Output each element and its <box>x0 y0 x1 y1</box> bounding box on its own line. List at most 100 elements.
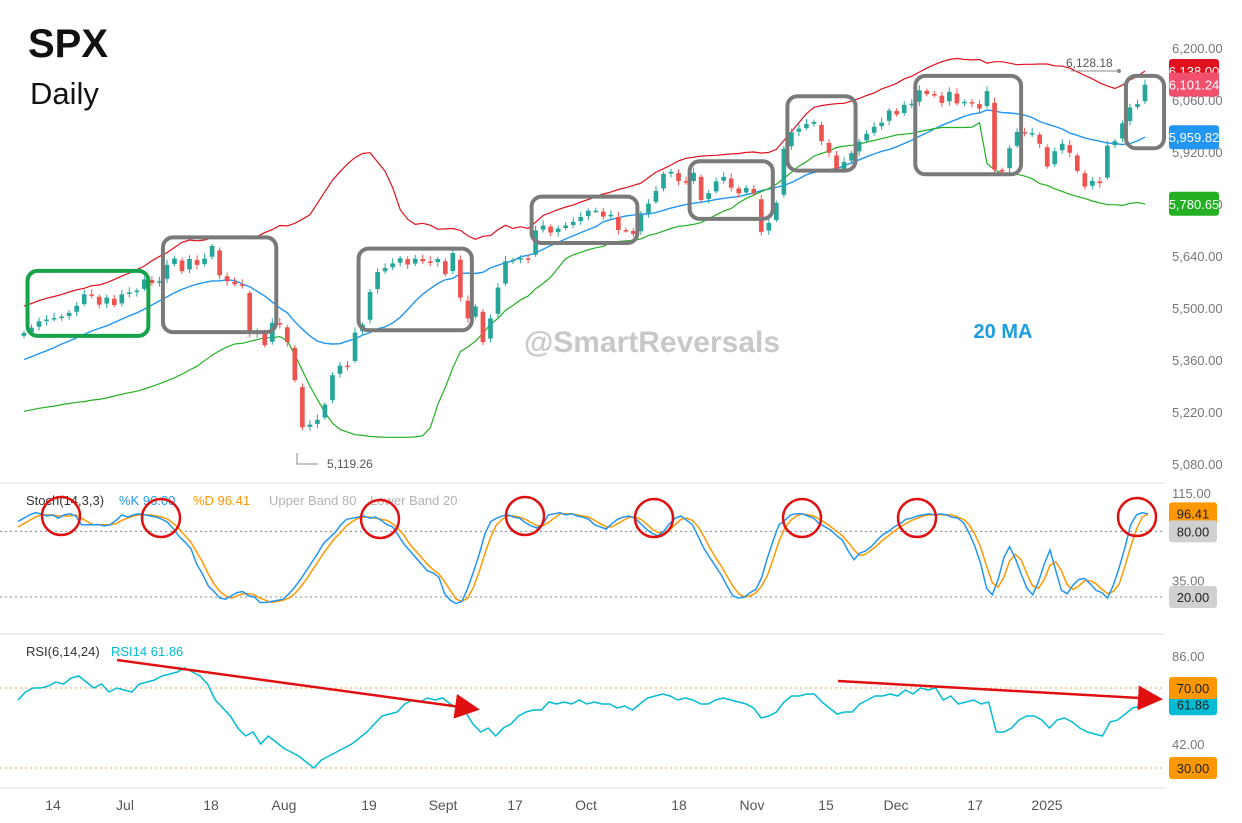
ma-label: 20 MA <box>974 321 1033 343</box>
candle-body <box>728 178 734 188</box>
candle-body <box>1067 145 1073 153</box>
candle-body <box>111 298 117 306</box>
candle-body <box>909 103 915 106</box>
candle-body <box>879 122 885 127</box>
candle-body <box>239 284 245 286</box>
rsi-lower-tag-bg <box>1169 757 1217 779</box>
rsi-legend: RSI(6,14,24) RSI14 61.86 <box>26 644 183 659</box>
candle-body <box>307 424 313 427</box>
watermark: @SmartReversals <box>524 326 780 359</box>
candle-body <box>292 347 298 381</box>
candle-body <box>412 258 418 264</box>
rsi-lower-tag: 30.00 <box>1177 761 1210 776</box>
highlight-box-gray <box>356 246 474 333</box>
upper-band-line <box>23 57 1146 307</box>
price-tick-label: 5,640.00 <box>1172 249 1223 264</box>
stoch-k-line <box>17 511 1149 605</box>
overbought-circle <box>1116 496 1158 538</box>
candle-body <box>104 297 110 304</box>
candle-body <box>1142 84 1148 102</box>
candle-body <box>691 172 696 182</box>
candle-body <box>834 155 839 171</box>
chart-title: SPX <box>28 22 109 66</box>
candle-body <box>969 102 975 104</box>
x-tick-label: 17 <box>967 797 983 813</box>
last-price-label-bg <box>1169 72 1219 97</box>
overbought-circle <box>40 495 82 537</box>
candle-body <box>999 169 1005 172</box>
candle-body <box>849 153 854 161</box>
x-tick-label: 18 <box>203 797 219 813</box>
candle-body <box>901 104 907 114</box>
price-tick-label: 6,060.00 <box>1172 93 1223 108</box>
candle-body <box>593 210 599 213</box>
bollinger-bands <box>23 57 1146 438</box>
candle-body <box>713 181 719 192</box>
candle-body <box>661 173 666 189</box>
candle-body <box>841 162 847 170</box>
candle-body <box>1105 145 1110 178</box>
candle-body <box>743 188 749 193</box>
highlight-box-gray <box>687 159 775 221</box>
overbought-circle <box>633 497 675 539</box>
divergence-arrow-right <box>837 679 1163 711</box>
candle-body <box>796 128 802 132</box>
lower-band-line <box>23 121 1146 438</box>
candle-body <box>781 148 787 195</box>
candle-body <box>924 90 930 95</box>
price-tick-label: 6,200.00 <box>1172 41 1223 56</box>
candle-body <box>751 188 757 194</box>
candle-body <box>390 263 395 268</box>
candle-body <box>811 121 817 124</box>
stoch-tick-label: 115.00 <box>1172 486 1211 501</box>
x-tick-label: Jul <box>116 797 134 813</box>
candle-body <box>886 110 892 121</box>
x-tick-label: 2025 <box>1031 797 1062 813</box>
candle-body <box>284 327 290 343</box>
candle-body <box>1037 134 1043 144</box>
candle-body <box>638 214 644 232</box>
overbought-circle <box>359 498 401 540</box>
stoch-tick-label: 35.00 <box>1172 574 1205 589</box>
candle-body <box>300 387 305 428</box>
rsi-upper-tag-bg <box>1169 677 1217 699</box>
candle-body <box>224 276 230 282</box>
candlesticks <box>21 79 1148 431</box>
candle-body <box>518 258 523 260</box>
candle-body <box>217 250 222 276</box>
candle-body <box>96 296 102 305</box>
candle-body <box>172 258 177 264</box>
candle-body <box>315 419 320 424</box>
candle-body <box>623 230 629 232</box>
candle-body <box>427 261 433 263</box>
candle-body <box>119 294 125 304</box>
x-axis: 14 Jul 18 Aug 19 Sept 17 Oct 18 Nov 15 Dec 17 2025 <box>45 797 1063 813</box>
middle-band-price-label: 5,959.82 <box>1169 130 1220 145</box>
middle-band-price-label-bg <box>1169 125 1219 150</box>
stoch-k-legend: %K 96.00 <box>119 493 175 508</box>
candle-body <box>473 306 478 317</box>
stoch-d-line <box>17 513 1149 604</box>
high-marker-label: 6,128.18 <box>1066 56 1113 70</box>
candle-body <box>932 94 937 96</box>
candle-body <box>954 93 960 104</box>
candle-body <box>1074 155 1080 171</box>
lower-band-price-label-bg <box>1169 191 1219 216</box>
x-tick-label: Oct <box>575 797 597 813</box>
candle-body <box>382 267 388 272</box>
x-tick-label: Dec <box>884 797 909 813</box>
candle-body <box>36 321 42 327</box>
chart-subtitle: Daily <box>30 76 99 111</box>
candle-body <box>262 333 268 346</box>
candle-body <box>164 264 170 279</box>
high-marker-dot <box>1117 69 1121 73</box>
price-axis: 6,200.006,060.005,920.005,780.005,640.00… <box>1172 41 1223 472</box>
candle-body <box>345 365 350 368</box>
price-tick-label: 5,500.00 <box>1172 301 1223 316</box>
candle-body <box>74 305 79 312</box>
rsi-title: RSI(6,14,24) <box>26 644 100 659</box>
stoch-d-tag: 96.41 <box>1177 506 1210 521</box>
candle-body <box>570 221 576 225</box>
candle-body <box>187 258 192 270</box>
